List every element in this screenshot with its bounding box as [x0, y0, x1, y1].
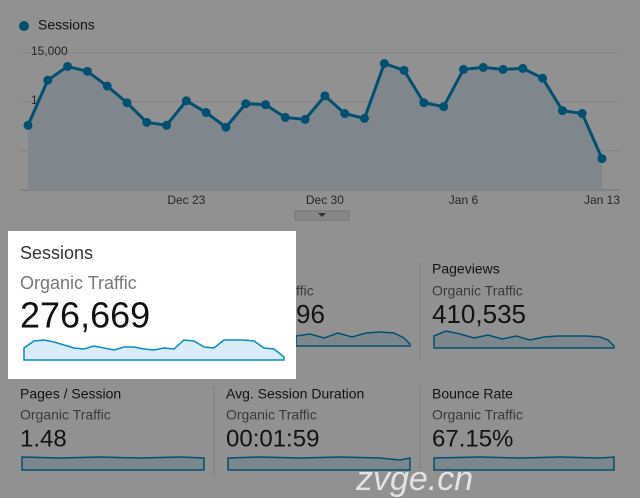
metric-title: Bounce Rate — [432, 386, 513, 402]
toggle-arrow — [318, 213, 326, 217]
point — [142, 117, 152, 127]
point — [498, 64, 508, 74]
area — [28, 63, 602, 190]
x-tick-label: Dec 23 — [167, 193, 205, 207]
x-tick-label: Jan 13 — [584, 193, 620, 207]
metric-title: Pages / Session — [20, 386, 121, 402]
metric-subtitle: Organic Traffic — [20, 407, 111, 423]
x-tick-label: Dec 30 — [306, 193, 344, 207]
metric-cards: ffic 96 Pageviews Organic Traffic 410,53… — [20, 261, 615, 475]
point — [280, 112, 290, 122]
point — [399, 65, 409, 75]
y-tick-label: 15,000 — [31, 44, 68, 58]
point — [181, 96, 191, 106]
point — [162, 120, 172, 130]
metric-subtitle: Organic Traffic — [226, 407, 317, 423]
point — [557, 106, 567, 116]
point — [577, 109, 587, 119]
point — [241, 99, 251, 109]
sparkline — [21, 456, 205, 471]
highlight-card: Sessions Organic Traffic 276,669 — [8, 231, 296, 379]
point — [597, 154, 607, 164]
metric-subtitle: Organic Traffic — [432, 283, 523, 299]
point — [63, 61, 73, 71]
sessions-chart: 5,00010,00015,000Dec 23Dec 30Jan 6Jan 13… — [19, 17, 620, 207]
point — [102, 81, 112, 91]
metric-value: 00:01:59 — [226, 425, 319, 452]
sparkline — [433, 330, 615, 349]
sparkline — [295, 331, 411, 347]
metric-value: 410,535 — [432, 299, 526, 329]
metric-value: 1.48 — [20, 425, 67, 452]
metric-value: 67.15% — [432, 425, 513, 452]
point — [122, 98, 132, 108]
legend-label: Sessions — [38, 17, 95, 33]
metric-title: Sessions — [20, 243, 93, 263]
metric-title: Avg. Session Duration — [226, 386, 364, 402]
point — [379, 58, 389, 68]
point — [320, 91, 330, 101]
point — [43, 75, 53, 85]
point — [201, 108, 211, 118]
point — [221, 122, 231, 132]
sparkline — [433, 456, 615, 471]
point — [518, 63, 528, 73]
point — [261, 100, 271, 110]
metric-value: 96 — [296, 299, 325, 329]
metric-subtitle: Organic Traffic — [432, 407, 523, 423]
point — [419, 98, 429, 108]
watermark: zvge.cn — [355, 460, 473, 498]
point — [82, 66, 92, 76]
sparkline — [23, 339, 285, 361]
metric-value: 276,669 — [20, 295, 150, 336]
point — [538, 73, 548, 83]
metric-subtitle: Organic Traffic — [20, 273, 137, 293]
legend-marker — [19, 21, 29, 31]
point — [23, 120, 33, 130]
x-tick-label: Jan 6 — [449, 193, 479, 207]
point — [300, 114, 310, 124]
sparkline — [227, 456, 411, 471]
point — [478, 62, 488, 72]
point — [458, 64, 468, 74]
point — [439, 102, 449, 112]
point — [340, 109, 350, 119]
point — [359, 113, 369, 123]
metric-title: Pageviews — [432, 261, 500, 277]
metric-subtitle: ffic — [296, 283, 314, 299]
